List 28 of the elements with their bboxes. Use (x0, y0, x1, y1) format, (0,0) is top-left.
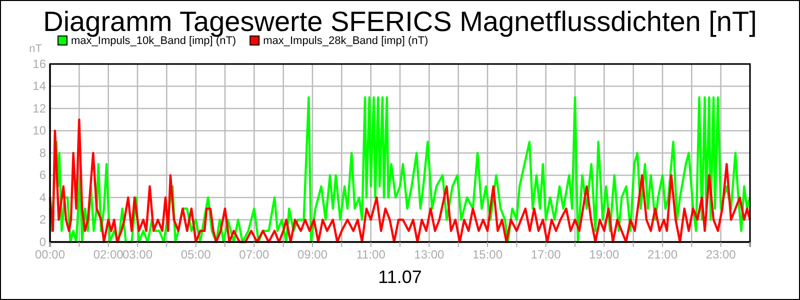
x-tick-label: 15:00 (472, 248, 503, 262)
x-tick-label: 19:00 (589, 248, 620, 262)
y-tick-label: 10 (32, 124, 46, 138)
y-tick-label: 0 (39, 234, 46, 249)
line-series (48, 118, 752, 244)
y-tick-label: 4 (39, 190, 46, 204)
x-tick-label: 05:00 (180, 248, 212, 262)
x-tick-label: 07:00 (239, 248, 270, 262)
y-tick-label: 2 (39, 212, 46, 227)
legend-label: max_Impuls_28k_Band [imp] (nT) (263, 35, 428, 47)
x-tick-label: 17:00 (530, 248, 562, 262)
x-tick-label: 23:00 (706, 248, 736, 262)
y-tick-label: 16 (32, 56, 46, 71)
x-tick-label: 21:00 (647, 248, 678, 262)
chart-title: Diagramm Tageswerte SFERICS Magnetflussdichten [nT] (43, 6, 757, 37)
y-tick-label: 6 (39, 168, 46, 182)
x-axis-title: 11.07 (378, 267, 422, 287)
y-tick-label: 12 (32, 101, 46, 116)
x-tick-label: 09:00 (297, 248, 328, 262)
x-tick-label: 11:00 (356, 248, 386, 262)
x-tick-label: 13:00 (414, 248, 445, 262)
y-axis-title: nT (29, 43, 42, 55)
y-tick-label: 8 (39, 146, 46, 160)
y-tick-label: 14 (32, 79, 46, 94)
line-series (48, 96, 752, 244)
x-tick-label: 03:00 (122, 248, 153, 262)
x-tick-label: 00:00 (34, 248, 66, 262)
x-tick-label: 02:00 (93, 248, 124, 262)
